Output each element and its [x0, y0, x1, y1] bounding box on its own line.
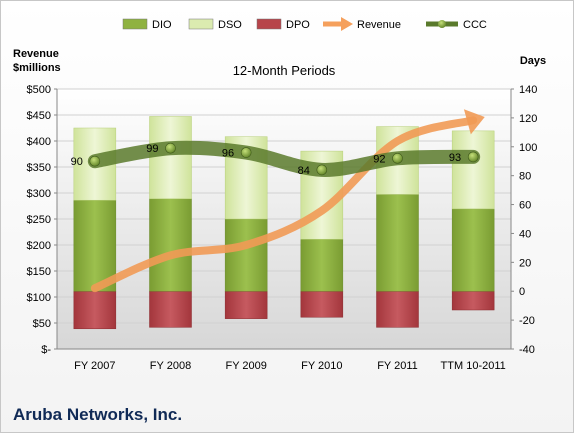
- left-tick-label: $450: [27, 110, 51, 122]
- dio-bar: [451, 208, 495, 292]
- ccc-line: [87, 140, 481, 177]
- left-axis-title-line2: $millions: [13, 62, 61, 74]
- dio-bar: [224, 218, 268, 292]
- right-tick-label: 100: [519, 142, 537, 154]
- revenue-arrowhead: [463, 109, 485, 135]
- ccc-point: [240, 147, 252, 158]
- left-axis-title-line1: Revenue: [13, 48, 59, 60]
- right-tick-label: -40: [519, 344, 535, 356]
- dpo-bar: [300, 290, 344, 318]
- dso-bar: [451, 130, 495, 210]
- chart-title: 12-Month Periods: [233, 63, 336, 78]
- left-tick-label: $200: [27, 240, 51, 252]
- left-tick-label: $350: [27, 162, 51, 174]
- right-axis-ticks: -40 -20 0 20 40 60 80 100 120 140: [511, 84, 537, 356]
- legend-swatch-dio: [122, 18, 148, 30]
- right-tick-label: 40: [519, 228, 531, 240]
- left-tick-label: $-: [41, 344, 51, 356]
- x-tick-label: FY 2010: [301, 360, 342, 372]
- ccc-data-label: 90: [71, 156, 83, 168]
- legend-label: DIO: [152, 19, 172, 31]
- dio-bar: [73, 199, 117, 292]
- dio-bar: [149, 198, 192, 292]
- left-axis-ticks: $- $50 $100 $150 $200 $250 $300 $350 $400 $450 $50…: [27, 84, 57, 356]
- left-tick-label: $400: [27, 136, 51, 148]
- legend-arrowhead: [341, 17, 353, 31]
- legend-label: CCC: [463, 19, 487, 31]
- x-tick-label: FY 2009: [225, 360, 266, 372]
- ccc-data-label: 96: [222, 148, 234, 160]
- bars: [73, 116, 495, 330]
- left-tick-label: $250: [27, 214, 51, 226]
- x-tick-label: TTM 10-2011: [441, 360, 506, 372]
- dpo-bar: [224, 290, 268, 319]
- ccc-point: [165, 142, 176, 154]
- right-tick-label: 80: [519, 171, 531, 183]
- x-tick-label: FY 2011: [377, 360, 418, 372]
- left-tick-label: $100: [27, 292, 51, 304]
- x-axis-labels: FY 2007 FY 2008 FY 2009 FY 2010 FY 2011 TTM 1…: [74, 360, 506, 372]
- dpo-bar: [149, 290, 192, 328]
- dpo-bar: [73, 290, 117, 330]
- left-tick-label: $150: [27, 266, 51, 278]
- legend-swatch-dso: [188, 18, 214, 30]
- dso-bar: [149, 116, 192, 200]
- right-tick-label: 120: [519, 113, 537, 125]
- revenue-series: [90, 109, 485, 293]
- left-tick-label: $50: [33, 318, 51, 330]
- ccc-data-label: 84: [298, 165, 310, 177]
- legend-label: DPO: [286, 19, 310, 31]
- right-tick-label: -20: [519, 315, 535, 327]
- right-tick-label: 20: [519, 257, 531, 269]
- ccc-series: 90 99 96 84 92 93: [71, 140, 481, 177]
- left-tick-label: $500: [27, 84, 51, 96]
- x-tick-label: FY 2007: [74, 360, 115, 372]
- ccc-point: [316, 164, 328, 176]
- legend-label: DSO: [218, 19, 242, 31]
- dio-bar: [300, 238, 344, 292]
- legend: DIO DSO DPO Revenue CCC: [122, 17, 487, 31]
- right-axis-title: Days: [520, 55, 546, 67]
- revenue-line: [90, 116, 478, 293]
- legend-swatch-dpo: [256, 18, 282, 30]
- right-tick-label: 140: [519, 84, 537, 96]
- dio-bar: [376, 194, 419, 292]
- legend-ccc-marker: [438, 20, 446, 28]
- dpo-bar: [451, 290, 495, 311]
- ccc-point: [89, 155, 101, 167]
- ccc-data-label: 92: [373, 153, 385, 165]
- x-tick-label: FY 2008: [150, 360, 191, 372]
- ccc-data-label: 93: [449, 152, 461, 164]
- left-tick-label: $300: [27, 188, 51, 200]
- company-name: Aruba Networks, Inc.: [13, 405, 183, 424]
- ccc-point: [467, 151, 479, 163]
- dpo-bar: [376, 290, 419, 328]
- right-tick-label: 60: [519, 200, 531, 212]
- legend-label: Revenue: [357, 19, 401, 31]
- right-tick-label: 0: [519, 286, 525, 298]
- ccc-data-label: 99: [146, 143, 158, 155]
- ccc-point: [392, 153, 403, 164]
